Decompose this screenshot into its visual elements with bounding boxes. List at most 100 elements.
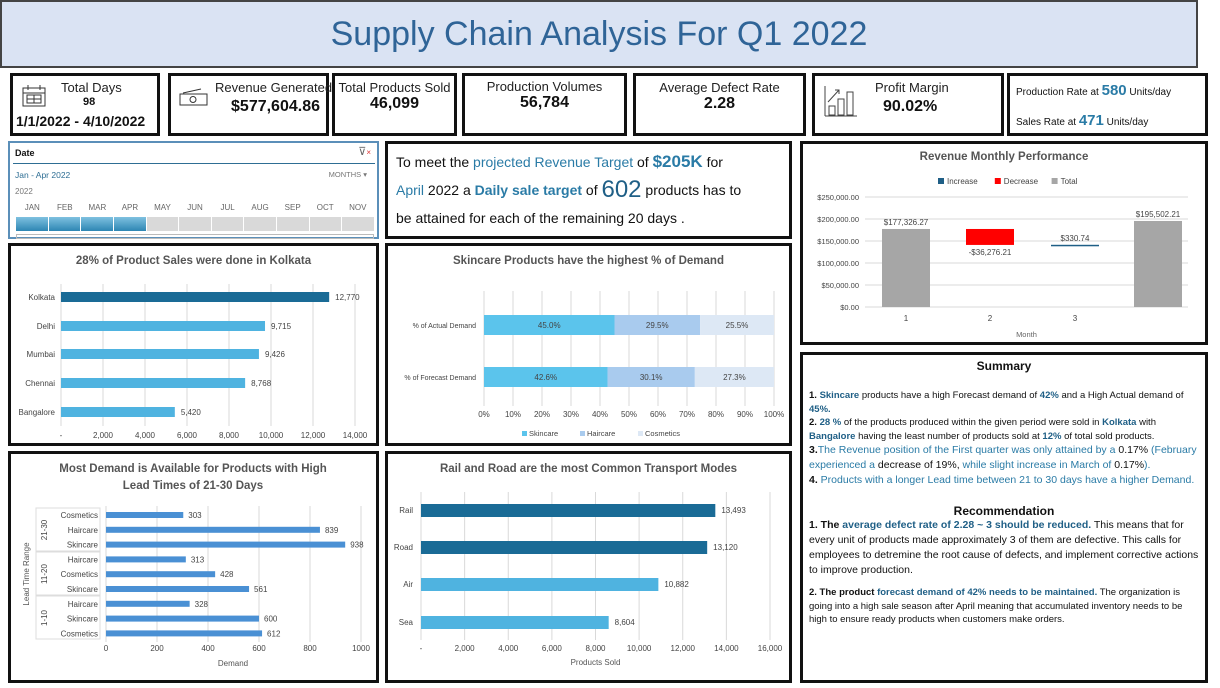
x-tick-label: 4,000	[135, 431, 156, 440]
slicer-selected-range: Jan - Apr 2022	[15, 170, 71, 180]
chart-title: Most Demand is Available for Products wi…	[59, 463, 327, 475]
rate-label: Production Rate at	[1016, 87, 1099, 98]
page-title: Supply Chain Analysis For Q1 2022	[330, 14, 868, 53]
data-label: 428	[220, 570, 234, 579]
text: The organization is going into a high sa…	[809, 587, 1183, 625]
rate-unit: Units/day	[1106, 117, 1149, 128]
category-label: Mumbai	[27, 350, 56, 359]
waterfall-bar-total	[1134, 220, 1182, 307]
x-tick-label: 14,000	[343, 431, 368, 440]
timeline-month-jan[interactable]	[16, 217, 48, 231]
money-icon	[179, 88, 208, 106]
x-tick-label: 30%	[563, 410, 579, 419]
kpi-defect-rate: Average Defect Rate 2.28	[633, 73, 806, 136]
chart-title: Lead Times of 21-30 Days	[123, 480, 263, 492]
slicer-year: 2022	[15, 187, 33, 196]
data-label: 13,120	[713, 543, 738, 552]
highlight-text: average defect rate of 2.28 ~ 3 should b…	[842, 519, 1092, 531]
x-axis-title: Products Sold	[571, 658, 621, 667]
timeline-month-mar[interactable]	[81, 217, 113, 231]
bar-1-10-haircare	[106, 600, 190, 607]
text: of	[637, 154, 649, 170]
data-label: 938	[350, 541, 364, 550]
bar-11-20-haircare	[106, 556, 186, 563]
clear-filter-icon[interactable]: ⊽×	[358, 146, 371, 158]
bar-segment-cosmetics	[700, 315, 774, 335]
text: 4.	[809, 474, 818, 486]
timeline-month-sep[interactable]	[277, 217, 309, 231]
date-timeline-slicer[interactable]: Date ⊽× Jan - Apr 2022 MONTHS ▾ 2022 JAN…	[8, 141, 379, 239]
data-label: 8,768	[251, 379, 272, 388]
month-label: JUL	[220, 203, 235, 212]
legend-swatch	[994, 178, 1001, 184]
kpi-label: Profit Margin	[875, 80, 949, 95]
kpi-value: 46,099	[370, 95, 419, 112]
kpi-value: 2.28	[703, 95, 736, 112]
timeline-month-jul[interactable]	[211, 217, 244, 231]
bar-delhi	[61, 321, 266, 331]
timeline-month-may[interactable]	[146, 217, 179, 231]
kpi-products-sold: Total Products Sold 46,099	[332, 73, 457, 136]
category-label: Bangalore	[19, 408, 56, 417]
text: 1. The	[809, 519, 843, 531]
x-tick-label: 200	[150, 644, 164, 653]
revenue-target-note: To meet the projected Revenue Target of …	[385, 141, 792, 239]
x-tick-label: 40%	[592, 410, 608, 419]
slicer-title: Date	[15, 148, 35, 158]
category-label: Cosmetics	[61, 511, 98, 520]
timeline-month-jun[interactable]	[179, 217, 211, 231]
data-label: 561	[254, 585, 268, 594]
x-tick-label: 0%	[478, 410, 490, 419]
y-tick-label: $200,000.00	[817, 215, 859, 224]
highlight-text: (February experienced a	[809, 444, 1197, 471]
timeline-month-nov[interactable]	[342, 217, 375, 231]
legend-label: Cosmetics	[645, 429, 680, 438]
data-label: $330.74	[1061, 234, 1090, 243]
kpi-value: 90.02%	[883, 98, 938, 115]
bar-sea	[421, 616, 609, 629]
data-label: 29.5%	[646, 321, 669, 330]
calendar-icon	[22, 85, 46, 107]
month-label: JAN	[24, 203, 40, 212]
waterfall-bar-3	[1051, 244, 1099, 247]
data-label: 303	[188, 511, 202, 520]
timeline-month-oct[interactable]	[309, 217, 342, 231]
data-label: 45.0%	[538, 321, 561, 330]
data-label: 30.1%	[640, 373, 663, 382]
month-label: JUN	[187, 203, 203, 212]
month-label: APR	[121, 203, 139, 212]
legend-swatch	[580, 431, 585, 436]
bar-chennai	[61, 378, 246, 388]
summary-panel: Summary 1. Skincare products have a high…	[800, 352, 1208, 683]
kpi-label: Total Products Sold	[338, 80, 451, 95]
kpi-date-range: 1/1/2022 - 4/10/2022	[16, 113, 146, 129]
timeline-month-apr[interactable]	[113, 217, 146, 231]
slicer-level: MONTHS	[328, 170, 362, 179]
group-label: 11-20	[40, 564, 49, 584]
chart-title: Rail and Road are the most Common Transp…	[440, 463, 737, 475]
x-tick-label: 90%	[737, 410, 753, 419]
lead-time-demand-chart: Most Demand is Available for Products wi…	[8, 451, 379, 683]
timeline-month-aug[interactable]	[244, 217, 277, 231]
bar-segment-haircare	[614, 315, 701, 335]
text: Daily sale target	[474, 182, 583, 198]
legend-label: Skincare	[529, 429, 558, 438]
x-tick-label: 1	[904, 314, 909, 323]
text: products has to	[645, 182, 742, 198]
data-label: -$36,276.21	[969, 248, 1012, 257]
x-tick-label: 20%	[534, 410, 550, 419]
category-label: Haircare	[68, 555, 99, 564]
production-rate: Production Rate at 580 Units/day	[1016, 82, 1171, 99]
timeline-month-feb[interactable]	[48, 217, 81, 231]
kpi-label: Revenue Generated	[215, 80, 333, 95]
category-label: % of Forecast Demand	[404, 375, 476, 382]
bar-road	[421, 541, 708, 554]
timeline-scrollbar[interactable]	[16, 234, 374, 239]
x-tick-label: 10,000	[259, 431, 284, 440]
slicer-level-dropdown[interactable]: MONTHS ▾	[328, 170, 367, 179]
month-label: NOV	[349, 203, 367, 212]
highlight-text: forecast demand of 42% needs to be maint…	[877, 587, 1098, 598]
y-axis-title: Lead Time Range	[22, 542, 31, 606]
data-label: 8,604	[615, 618, 636, 627]
data-label: 10,882	[664, 580, 689, 589]
